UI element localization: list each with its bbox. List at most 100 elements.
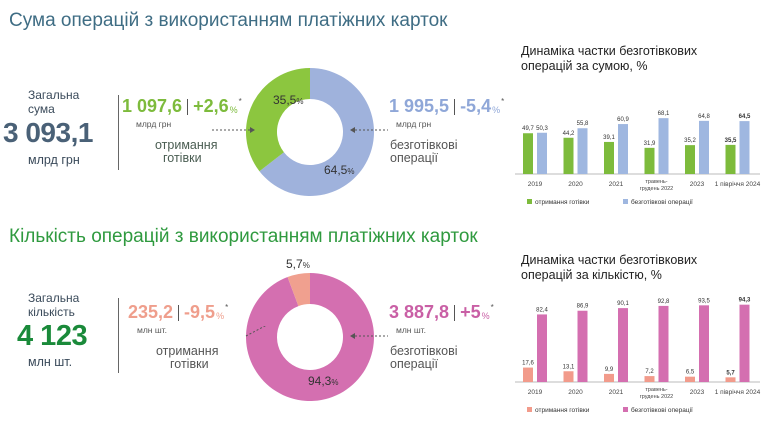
bar-value-label: 31,9 <box>644 141 656 147</box>
total-count-unit: млн шт. <box>28 355 73 369</box>
bar-cashless <box>739 121 750 174</box>
footnote-star: * <box>225 303 229 312</box>
donut-slice-cashless <box>259 68 374 197</box>
count-donut-chart: 94,3% <box>246 273 374 401</box>
bar-value-label: 5,7 <box>726 370 735 376</box>
cashless-sum-change: -5,4 <box>460 96 492 116</box>
bar-value-label: 60,9 <box>617 117 629 123</box>
bar-value-label: 50,3 <box>536 126 548 132</box>
donut-label-cashless: 64,5% <box>324 163 354 177</box>
bar-cashless <box>618 124 628 174</box>
cashless-sum-unit: млрд грн <box>396 119 432 129</box>
total-sum-label: Загальна сума <box>28 88 80 116</box>
total-sum-unit: млрд грн <box>28 153 80 167</box>
count-chart-title-1: Динаміка частки безготівкових <box>521 253 698 267</box>
legend-label: безготівкові операції <box>631 406 693 414</box>
legend-swatch <box>623 199 628 204</box>
bar-value-label: 94,3 <box>739 298 751 304</box>
footnote-star: * <box>501 97 505 106</box>
bar-value-label: 92,8 <box>658 299 670 305</box>
donut-slice-cashless <box>246 273 374 401</box>
percent-sign: % <box>492 104 501 115</box>
total-sum-value: 3 093,1 <box>3 117 93 148</box>
cash-sum-metric: 1 097,6 +2,6 % * <box>122 96 242 117</box>
bar-value-label: 35,2 <box>684 138 696 144</box>
bar-value-label: 64,8 <box>698 114 710 120</box>
cash-sum-unit: млрд грн <box>136 119 172 129</box>
bar-cash <box>563 371 574 382</box>
total-count-value: 4 123 <box>17 320 88 352</box>
divider-line <box>118 95 119 170</box>
donut-label-cash-outside: 5,7% <box>286 257 310 271</box>
cash-sum-caption-1: отримання <box>155 138 218 152</box>
section-title-count: Кількість операцій з використанням платі… <box>9 226 478 247</box>
legend-swatch <box>527 199 532 204</box>
x-tick-label: 2023 <box>690 389 705 396</box>
cashless-sum-caption-1: безготівкові <box>390 138 458 152</box>
cashless-count-metric: 3 887,8 +5 % * <box>389 302 494 323</box>
bar-value-label: 93,5 <box>698 298 710 304</box>
leader-line-cash <box>245 326 266 337</box>
cashless-count-change: +5 <box>460 302 481 322</box>
cash-sum-caption-2: готівки <box>163 151 202 165</box>
bar-cash <box>725 377 736 382</box>
donut-slice-cash <box>287 273 310 307</box>
sum-share-bar-chart: 49,7 50,3 2019 44,255,8 2020 39,1 60,9 2021 31,9… <box>515 111 761 206</box>
bar-cash <box>604 373 614 382</box>
cash-count-metric: 235,2 -9,5 % * <box>128 302 228 323</box>
bar-value-label: 68,1 <box>658 111 670 117</box>
bar-cash <box>563 137 574 174</box>
leader-arrow-cash <box>250 127 255 133</box>
bar-cashless <box>699 120 709 174</box>
bar-cashless <box>739 304 750 382</box>
cashless-count-caption-1: безготівкові <box>390 344 458 358</box>
cashless-count-value: 3 887,8 <box>389 302 450 322</box>
bar-cash <box>644 376 655 382</box>
bar-value-label: 17,6 <box>522 361 534 367</box>
cash-sum-change: +2,6 <box>193 96 229 116</box>
leader-lines <box>212 127 388 133</box>
bar-cashless <box>658 118 669 174</box>
total-count-label: Загальна кількість <box>28 291 80 319</box>
x-tick-label: 2019 <box>528 181 543 188</box>
count-chart-title-2: операцій за кількістю, % <box>521 268 662 282</box>
cash-sum-value: 1 097,6 <box>122 96 183 116</box>
sum-chart-title-2: операцій за сумою, % <box>521 59 648 73</box>
bar-value-label: 9,9 <box>605 367 614 373</box>
bar-value-label: 44,2 <box>563 131 575 137</box>
cashless-count-unit: млн шт. <box>396 325 426 335</box>
metric-separator <box>454 304 456 321</box>
divider-line <box>118 298 119 373</box>
bar-cash <box>523 133 533 174</box>
bar-value-label: 64,5 <box>739 114 751 120</box>
legend-label: безготівкові операції <box>631 198 693 206</box>
x-tick-label: грудень 2022 <box>640 186 674 192</box>
sum-chart-title-1: Динаміка частки безготівкових <box>521 44 698 58</box>
sum-donut-chart: 35,5% 64,5% <box>246 68 374 197</box>
legend-label: отримання готівки <box>535 406 590 414</box>
percent-sign: % <box>216 310 225 321</box>
donut-slice-cash <box>246 68 310 172</box>
bar-value-label: 7,2 <box>645 369 654 375</box>
bar-value-label: 6,5 <box>686 370 695 376</box>
donut-label-cash: 35,5% <box>273 93 303 107</box>
legend-swatch <box>623 407 628 412</box>
leader-arrow-cashless <box>350 127 355 133</box>
leader-arrow-cashless <box>350 333 355 339</box>
bar-cash <box>685 145 695 174</box>
bar-value-label: 13,1 <box>563 364 575 370</box>
bar-value-label: 86,9 <box>577 304 589 310</box>
metric-separator <box>187 98 189 115</box>
bar-value-label: 55,8 <box>577 121 589 127</box>
cash-count-unit: млн шт. <box>137 325 167 335</box>
x-tick-label: 1 півріччя 2024 <box>715 388 761 396</box>
bar-value-label: 90,1 <box>617 301 629 307</box>
bar-cash <box>685 376 695 382</box>
cashless-count-caption-2: операції <box>390 357 438 371</box>
count-share-bar-chart: 17,6 82,4 2019 13,1 86,9 2020 9,9 90,1 2021 7,2 92… <box>515 298 761 414</box>
bar-value-label: 35,5 <box>725 138 737 144</box>
percent-sign: % <box>481 310 490 321</box>
footnote-star: * <box>490 303 494 312</box>
cash-count-change: -9,5 <box>184 302 216 322</box>
cash-count-value: 235,2 <box>128 302 174 322</box>
